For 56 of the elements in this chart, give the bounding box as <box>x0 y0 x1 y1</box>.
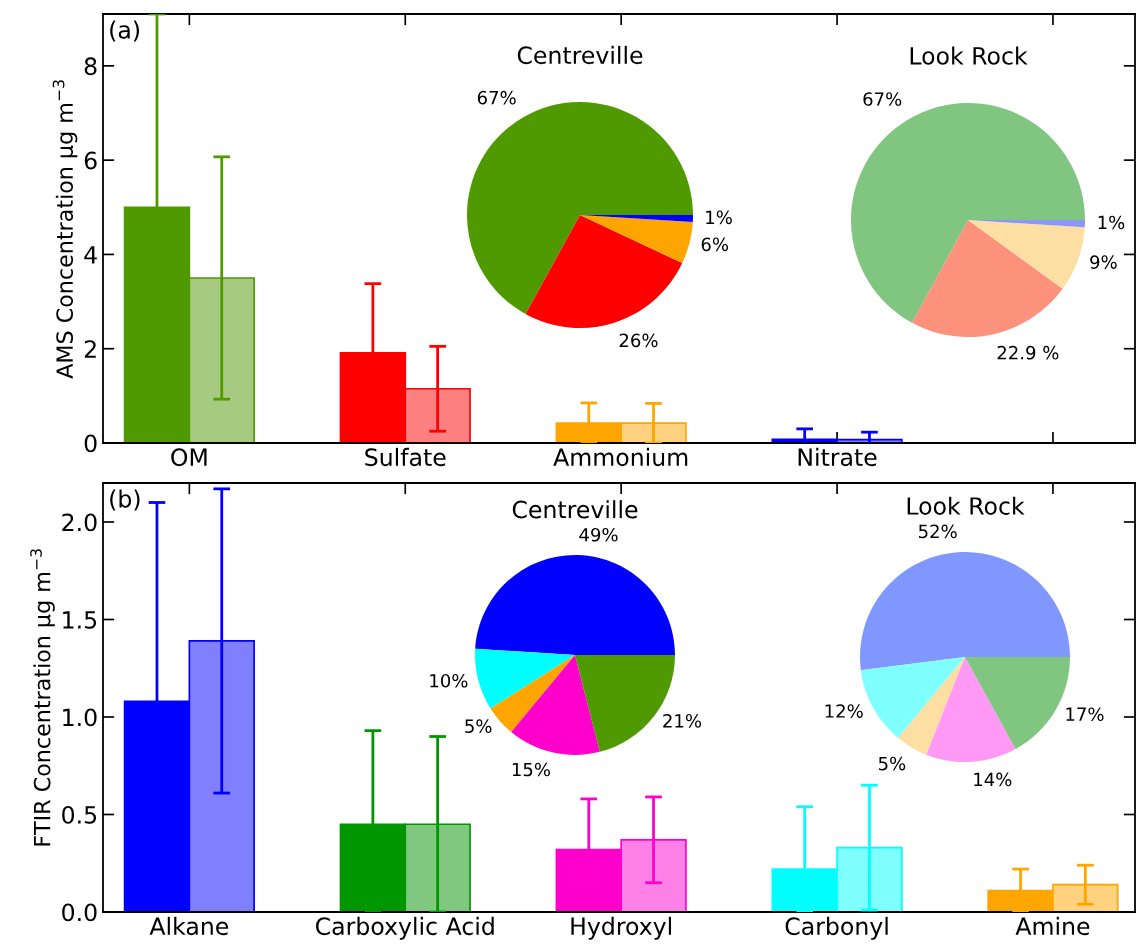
chart-title: Look Rock <box>907 496 1025 515</box>
y-tick-label: 8 <box>84 57 97 76</box>
data-label: 9% <box>1090 255 1117 269</box>
data-label: 14% <box>974 772 1012 787</box>
data-label: 49% <box>579 527 618 542</box>
data-label: 1% <box>1098 215 1125 230</box>
chart-title: Centreville <box>512 500 638 519</box>
pie-slice <box>511 655 600 755</box>
x-tick-label: OM <box>171 448 207 467</box>
pie-slice <box>968 220 1085 289</box>
pie-slice <box>580 215 693 264</box>
x-tick-label: Carbonyl <box>785 916 888 940</box>
data-label: 67% <box>863 92 902 106</box>
y-tick-label: 0.0 <box>62 903 97 922</box>
data-label: 5% <box>878 756 906 771</box>
y-tick-label: 1.0 <box>63 708 97 727</box>
pie-slice <box>898 657 965 755</box>
x-tick-label: Ammonium <box>553 447 688 467</box>
x-tick-label: Alkane <box>149 916 229 936</box>
pie-slice <box>490 655 575 733</box>
data-label: 15% <box>512 762 551 777</box>
x-tick-label: Carboxylic Acid <box>315 916 494 940</box>
pie-slice <box>860 552 1070 671</box>
data-label: 21% <box>663 714 702 728</box>
data-label: 26% <box>619 333 658 348</box>
pie-slice <box>912 220 1063 337</box>
y-tick-label: 1.5 <box>63 611 97 629</box>
annotation: (b) <box>110 489 140 511</box>
annotation: (a) <box>110 20 140 42</box>
data-label: 12% <box>825 704 863 718</box>
chart-title: Centreville <box>517 45 643 65</box>
data-label: 22.9 % <box>997 345 1059 360</box>
data-label: 10% <box>430 673 468 688</box>
x-tick-label: Hydroxyl <box>571 916 671 940</box>
pie-slice <box>475 555 675 655</box>
y-axis-title: AMS Concentration μg m$^{−3}$ <box>52 80 78 379</box>
y-tick-label: 2.0 <box>62 513 97 532</box>
data-label: 67% <box>477 90 516 105</box>
x-tick-label: Nitrate <box>798 447 877 467</box>
y-tick-label: 0.5 <box>62 805 97 824</box>
x-tick-label: Sulfate <box>365 447 446 467</box>
y-tick-label: 2 <box>84 340 96 358</box>
data-label: 1% <box>706 210 732 225</box>
y-tick-label: 6 <box>84 151 97 170</box>
y-tick-label: 4 <box>84 246 97 264</box>
pie-slice <box>475 648 575 709</box>
y-tick-label: 0 <box>84 434 97 453</box>
pie-slice <box>926 657 1016 762</box>
chart-title: Look Rock <box>910 46 1028 65</box>
y-axis-title: FTIR Concentration μg m$^{−3}$ <box>30 549 55 846</box>
data-label: 52% <box>919 524 957 539</box>
data-label: 5% <box>465 719 492 733</box>
pie-slice <box>525 215 683 328</box>
data-label: 6% <box>701 237 729 252</box>
x-tick-label: Amine <box>1015 916 1090 936</box>
data-label: 17% <box>1066 707 1104 722</box>
